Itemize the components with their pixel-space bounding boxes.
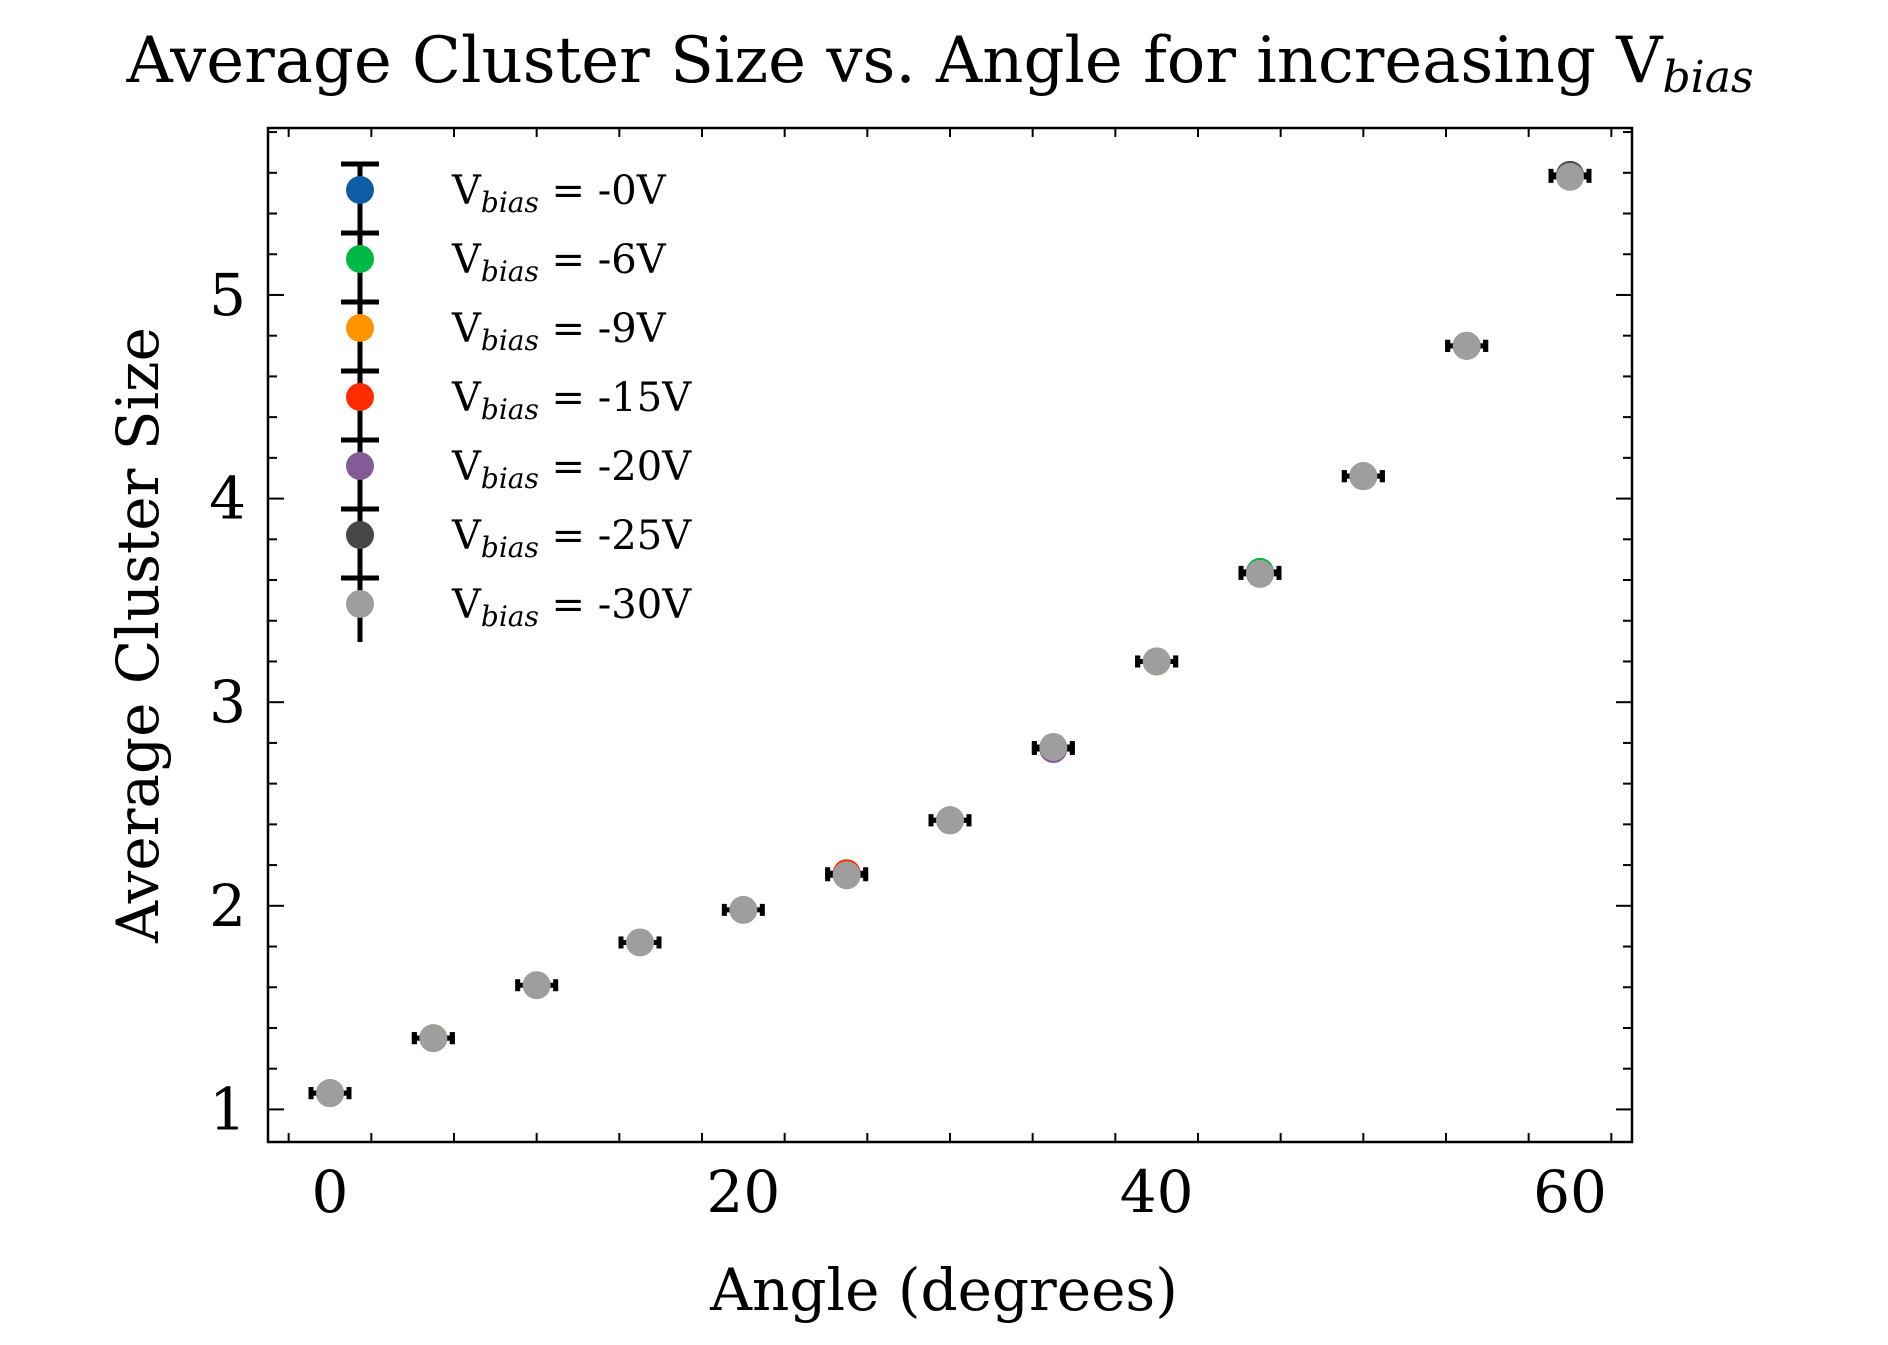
data-point [316, 1079, 344, 1108]
y-tick-label: 2 [209, 872, 246, 940]
legend-subscript: bias [481, 393, 539, 426]
chart-title-subscript: bias [1662, 52, 1753, 103]
data-point [626, 928, 654, 957]
plot-area: 0 20 40 60 1 2 3 4 5 [209, 126, 1634, 1226]
legend-prefix: V [451, 237, 482, 283]
data-point [729, 895, 758, 924]
legend-subscript: bias [481, 255, 539, 288]
data-point [1246, 559, 1274, 588]
legend-series-label: = -30V [539, 582, 692, 628]
legend-subscript: bias [481, 186, 539, 219]
legend-series-label: = -25V [539, 513, 692, 559]
data-point [832, 861, 861, 890]
legend-prefix: V [451, 375, 482, 421]
y-axis-label: Average Cluster Size [104, 327, 172, 944]
legend-prefix: V [451, 306, 482, 352]
legend-series-label: = -0V [539, 168, 667, 214]
x-tick-label: 0 [312, 1158, 349, 1226]
y-tick-label: 3 [209, 668, 246, 736]
legend-series-label: = -20V [539, 444, 692, 490]
legend-prefix: V [451, 168, 482, 214]
series--30V [308, 162, 1592, 1108]
y-tick-label: 4 [209, 465, 246, 533]
legend-marker [346, 383, 374, 411]
legend-label: Vbias = -20V [451, 444, 692, 495]
data-point [1556, 162, 1584, 191]
legend-label: Vbias = -6V [451, 237, 667, 288]
legend-prefix: V [451, 444, 482, 490]
legend-subscript: bias [481, 462, 539, 495]
legend-marker [346, 521, 374, 549]
data-point [419, 1024, 448, 1053]
data-point [1039, 732, 1068, 761]
data-point [936, 806, 964, 835]
series--20V [1031, 462, 1385, 764]
legend-subscript: bias [481, 324, 539, 357]
chart-title: Average Cluster Size vs. Angle for incre… [125, 24, 1753, 103]
legend-label: Vbias = -15V [451, 375, 692, 426]
legend-series-label: = -15V [539, 375, 692, 421]
x-tick-label: 20 [706, 1158, 780, 1226]
data-point [1349, 462, 1378, 491]
data-point [1452, 331, 1481, 360]
series--25V [928, 160, 1592, 835]
legend-marker [346, 452, 374, 480]
legend-series-label: = -6V [539, 237, 667, 283]
data-point [1142, 647, 1171, 676]
legend-subscript: bias [481, 531, 539, 564]
x-tick-label: 40 [1120, 1158, 1194, 1226]
legend-label: Vbias = -25V [451, 513, 692, 564]
legend-series-label: = -9V [539, 306, 667, 352]
legend-label: Vbias = -9V [451, 306, 667, 357]
legend-marker [346, 176, 374, 204]
y-tick-label: 1 [209, 1075, 246, 1143]
legend-label: Vbias = -30V [451, 582, 692, 633]
legend-marker [346, 590, 374, 618]
legend-prefix: V [451, 582, 482, 628]
y-tick-label: 5 [209, 261, 246, 329]
legend-prefix: V [451, 513, 482, 559]
legend-subscript: bias [481, 600, 539, 633]
x-axis-label: Angle (degrees) [709, 1256, 1178, 1324]
legend-marker [346, 245, 374, 273]
x-tick-label: 60 [1533, 1158, 1607, 1226]
legend-marker [346, 314, 374, 342]
data-point [522, 971, 551, 1000]
legend-label: Vbias = -0V [451, 168, 667, 219]
chart-title-main: Average Cluster Size vs. Angle for incre… [125, 24, 1664, 98]
